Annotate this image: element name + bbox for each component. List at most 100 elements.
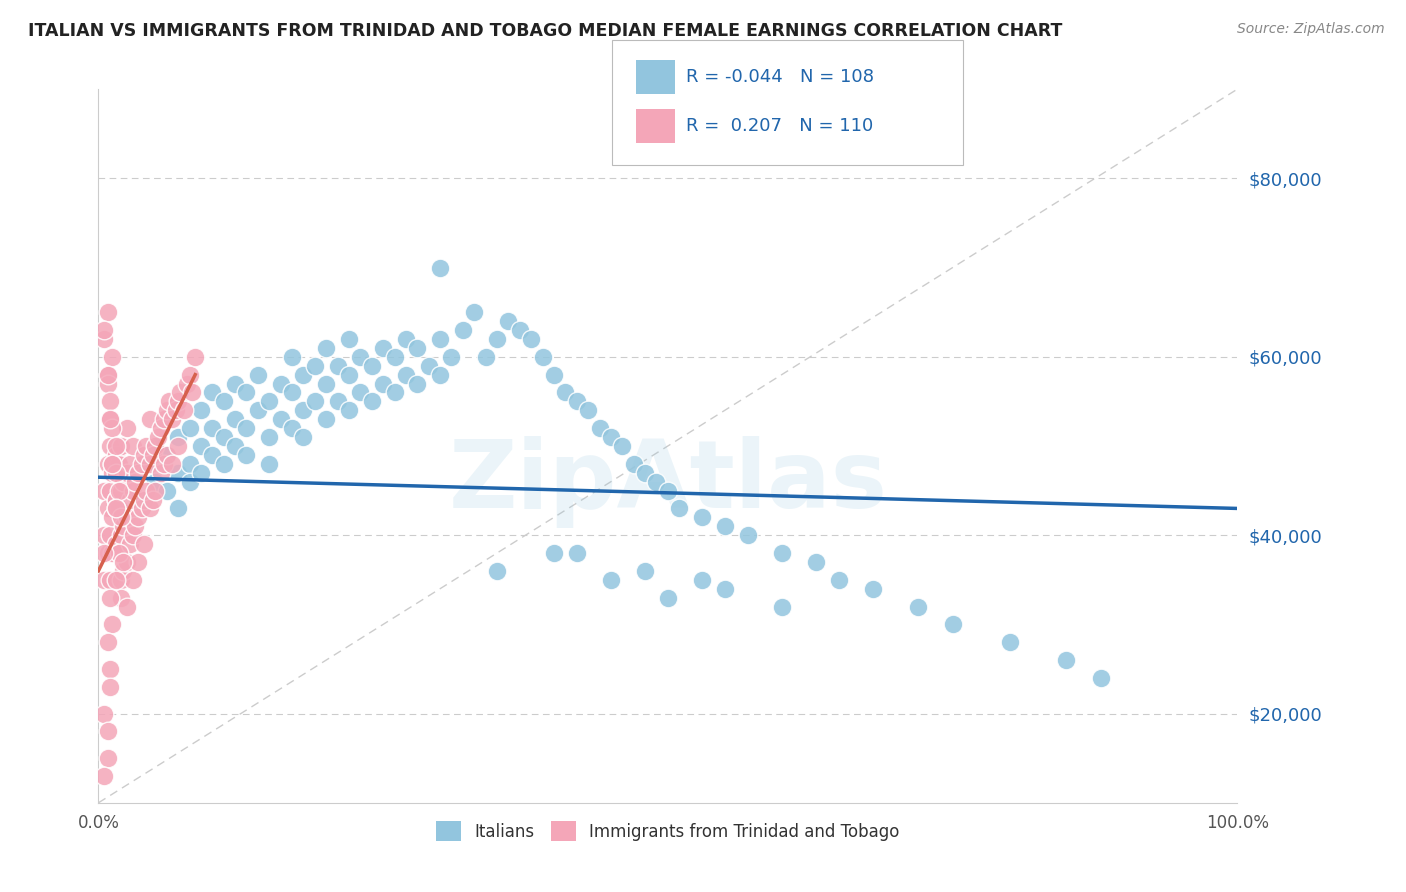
Point	[101, 457, 124, 471]
Point	[270, 412, 292, 426]
Point	[337, 332, 360, 346]
Point	[179, 421, 201, 435]
Point	[96, 751, 118, 765]
Point	[112, 519, 135, 533]
Point	[115, 555, 138, 569]
Point	[156, 483, 179, 498]
Point	[429, 260, 451, 275]
Point	[120, 492, 142, 507]
Point	[101, 350, 124, 364]
Point	[167, 430, 190, 444]
Point	[543, 546, 565, 560]
Point	[395, 332, 418, 346]
Point	[167, 394, 190, 409]
Point	[104, 492, 127, 507]
Point	[104, 537, 127, 551]
Point	[98, 483, 121, 498]
Point	[645, 475, 668, 489]
Point	[132, 492, 155, 507]
Point	[770, 599, 793, 614]
Point	[1090, 671, 1112, 685]
Point	[162, 412, 184, 426]
Point	[108, 483, 131, 498]
Point	[146, 430, 169, 444]
Point	[150, 421, 173, 435]
Point	[132, 457, 155, 471]
Point	[259, 394, 281, 409]
Point	[281, 385, 304, 400]
Point	[104, 573, 127, 587]
Point	[96, 457, 118, 471]
Point	[224, 412, 246, 426]
Point	[132, 492, 155, 507]
Point	[96, 635, 118, 649]
Point	[600, 573, 623, 587]
Point	[165, 403, 187, 417]
Point	[153, 412, 176, 426]
Text: ITALIAN VS IMMIGRANTS FROM TRINIDAD AND TOBAGO MEDIAN FEMALE EARNINGS CORRELATIO: ITALIAN VS IMMIGRANTS FROM TRINIDAD AND …	[28, 22, 1063, 40]
Point	[93, 332, 115, 346]
Point	[690, 573, 713, 587]
Point	[668, 501, 690, 516]
Point	[804, 555, 827, 569]
Point	[360, 394, 382, 409]
Point	[337, 403, 360, 417]
Point	[145, 475, 167, 489]
Point	[737, 528, 759, 542]
Point	[93, 483, 115, 498]
Point	[157, 394, 180, 409]
Point	[326, 359, 349, 373]
Point	[770, 546, 793, 560]
Point	[150, 466, 173, 480]
Point	[104, 448, 127, 462]
Point	[104, 492, 127, 507]
Point	[124, 519, 146, 533]
Point	[690, 510, 713, 524]
Point	[486, 332, 509, 346]
Point	[110, 591, 132, 605]
Point	[131, 501, 153, 516]
Point	[96, 546, 118, 560]
Point	[142, 492, 165, 507]
Point	[120, 457, 142, 471]
Point	[96, 501, 118, 516]
Point	[167, 466, 190, 480]
Point	[304, 394, 326, 409]
Point	[138, 501, 160, 516]
Point	[110, 483, 132, 498]
Point	[384, 385, 406, 400]
Point	[98, 394, 121, 409]
Point	[115, 466, 138, 480]
Point	[509, 323, 531, 337]
Point	[120, 537, 142, 551]
Point	[145, 483, 167, 498]
Point	[104, 501, 127, 516]
Point	[235, 421, 257, 435]
Point	[124, 475, 146, 489]
Point	[554, 385, 576, 400]
Point	[98, 439, 121, 453]
Point	[600, 430, 623, 444]
Point	[132, 448, 155, 462]
Point	[634, 564, 657, 578]
Point	[162, 457, 184, 471]
Point	[270, 376, 292, 391]
Point	[315, 412, 337, 426]
Point	[115, 599, 138, 614]
Point	[115, 421, 138, 435]
Text: ZipAtlas: ZipAtlas	[449, 435, 887, 528]
Point	[190, 403, 212, 417]
Point	[108, 546, 131, 560]
Point	[108, 501, 131, 516]
Point	[259, 430, 281, 444]
Point	[201, 448, 224, 462]
Point	[93, 573, 115, 587]
Point	[98, 412, 121, 426]
Point	[101, 466, 124, 480]
Point	[360, 359, 382, 373]
Point	[112, 564, 135, 578]
Point	[714, 519, 737, 533]
Point	[98, 573, 121, 587]
Point	[180, 385, 202, 400]
Point	[304, 359, 326, 373]
